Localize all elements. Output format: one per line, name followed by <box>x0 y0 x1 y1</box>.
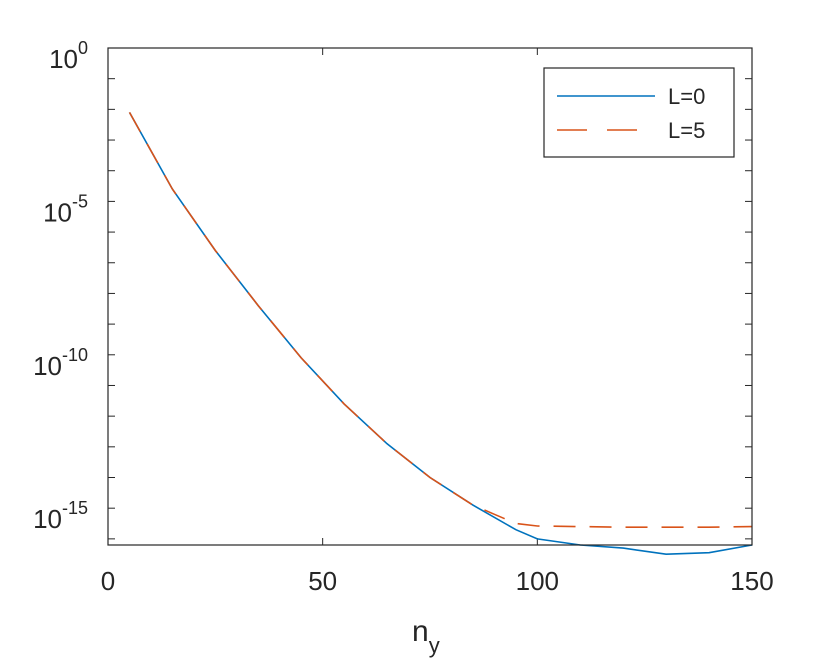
series-line-l5 <box>128 112 753 529</box>
y-tick-base: 10 <box>43 197 72 227</box>
plot-frame <box>107 47 753 546</box>
x-tick-label: 100 <box>516 566 559 596</box>
x-axis-label: ny <box>412 615 440 658</box>
y-tick-label: 10-10 <box>33 345 88 381</box>
y-tick-base: 10 <box>33 504 62 534</box>
legend: L=0 L=5 <box>543 67 735 158</box>
legend-label-l0: L=0 <box>668 84 705 109</box>
x-tick-label: 0 <box>101 566 115 596</box>
y-tick-exponent: -5 <box>72 191 88 211</box>
y-tick-base: 10 <box>33 351 62 381</box>
data-series <box>128 112 753 556</box>
y-tick-base: 10 <box>49 44 78 74</box>
legend-box <box>543 67 735 158</box>
x-axis-label-main: n <box>412 615 429 648</box>
x-tick-labels: 0 50 100 150 <box>101 566 774 596</box>
tick-marks <box>107 47 753 545</box>
x-tick-label: 150 <box>730 566 773 596</box>
x-axis-label-subscript: y <box>429 633 440 658</box>
y-tick-exponent: -15 <box>62 498 88 518</box>
y-tick-exponent: 0 <box>78 38 88 58</box>
y-tick-label: 10-15 <box>33 498 88 534</box>
legend-label-l5: L=5 <box>668 118 705 143</box>
x-tick-label: 50 <box>308 566 337 596</box>
y-tick-label: 10-5 <box>43 191 88 227</box>
y-tick-exponent: -10 <box>62 345 88 365</box>
y-tick-label: 100 <box>49 38 88 74</box>
